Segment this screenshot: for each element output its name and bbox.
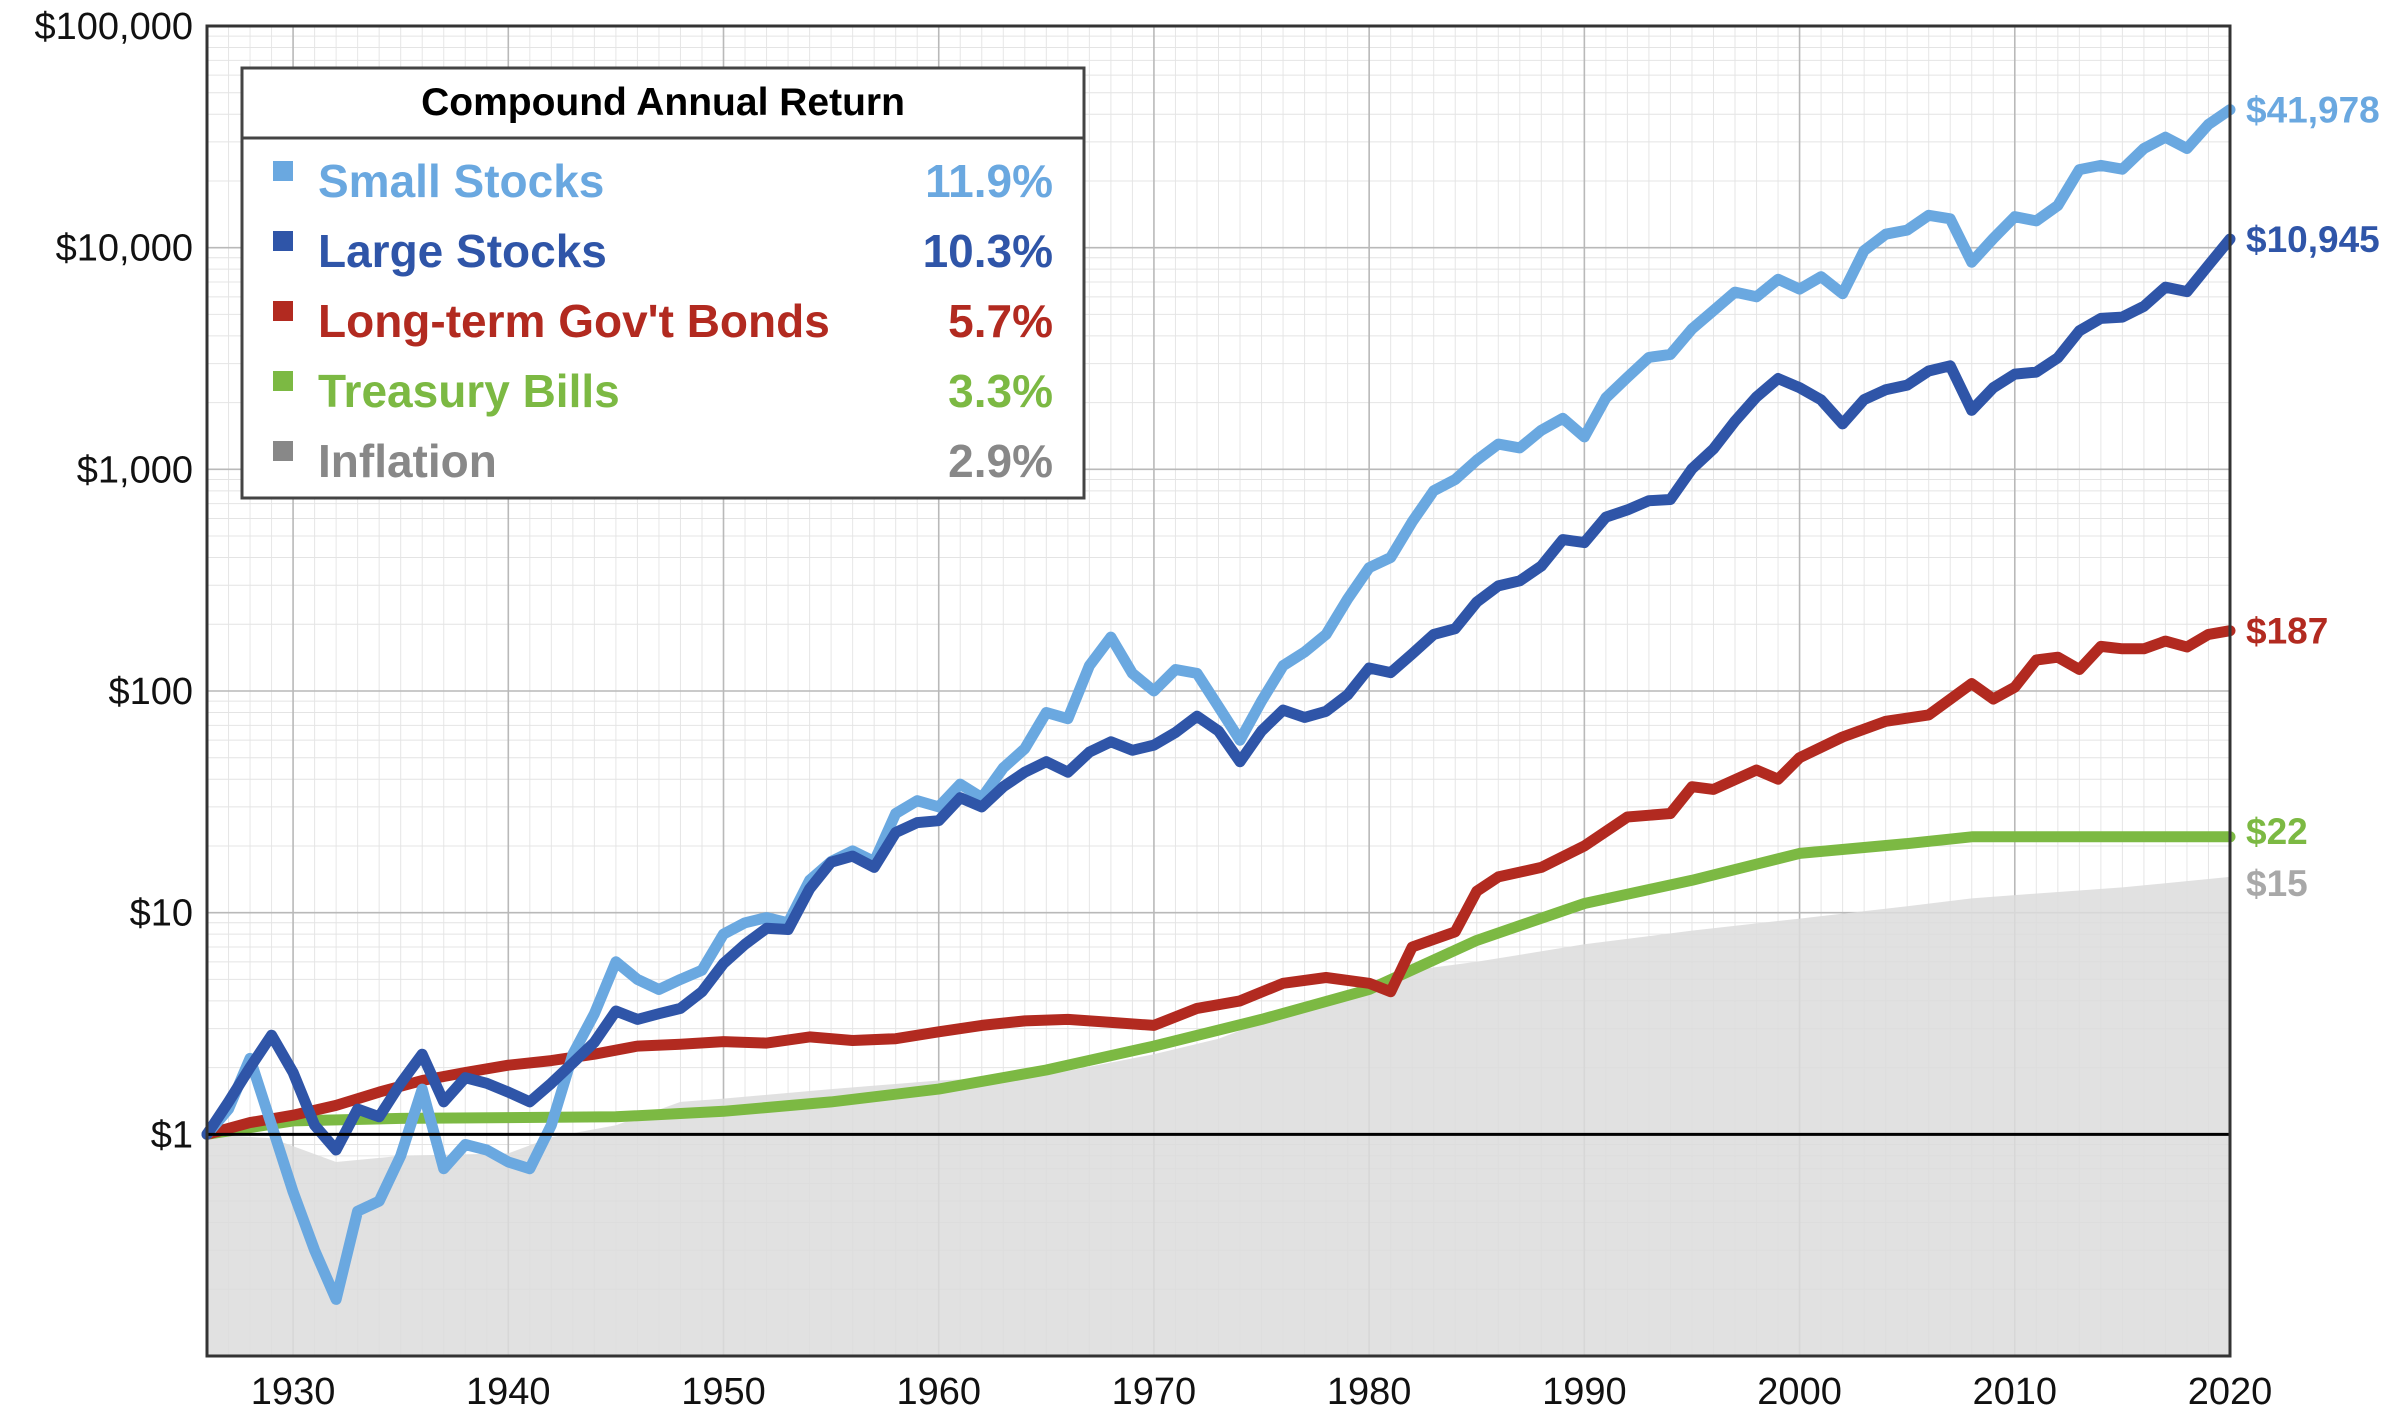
legend-series-name: Large Stocks bbox=[318, 225, 607, 277]
y-tick-label: $100 bbox=[108, 671, 193, 713]
series-line-large-stocks bbox=[201, 233, 2236, 1156]
legend-rows: Small Stocks 11.9% Large Stocks 10.3% Long-t… bbox=[273, 155, 1053, 487]
legend-series-name: Long-term Gov't Bonds bbox=[318, 295, 830, 347]
legend: Compound Annual Return Small Stocks 11.9%… bbox=[240, 66, 1086, 500]
end-value-label: $187 bbox=[2246, 611, 2328, 652]
legend-series-rate: 10.3% bbox=[923, 225, 1053, 277]
legend-title: Compound Annual Return bbox=[421, 81, 905, 124]
legend-swatch bbox=[273, 441, 293, 461]
legend-series-rate: 3.3% bbox=[948, 365, 1053, 417]
legend-swatch bbox=[273, 161, 293, 181]
x-tick-label: 1960 bbox=[896, 1371, 981, 1413]
y-tick-label: $1 bbox=[151, 1114, 193, 1156]
series-line-small-stocks bbox=[201, 104, 2236, 1305]
series-layer bbox=[201, 104, 2236, 1356]
x-tick-label: 1950 bbox=[681, 1371, 766, 1413]
y-axis-ticks: $1 $10 $100 $1,000 $10,000 $100,000 bbox=[35, 6, 194, 1156]
x-tick-label: 1940 bbox=[466, 1371, 551, 1413]
end-value-labels: $41,978 $10,945 $187 $22 $15 bbox=[2246, 90, 2380, 904]
legend-series-name: Small Stocks bbox=[318, 155, 604, 207]
y-tick-label: $10,000 bbox=[56, 228, 193, 270]
legend-box bbox=[240, 66, 1086, 500]
x-tick-label: 1970 bbox=[1112, 1371, 1197, 1413]
series-line-long-term-gov-t-bonds bbox=[201, 625, 2236, 1140]
legend-series-rate: 11.9% bbox=[925, 155, 1053, 207]
x-tick-label: 2020 bbox=[2188, 1371, 2273, 1413]
end-value-label: $10,945 bbox=[2246, 219, 2380, 260]
y-tick-label: $100,000 bbox=[35, 6, 194, 48]
end-value-label: $41,978 bbox=[2246, 90, 2380, 131]
x-tick-label: 1980 bbox=[1327, 1371, 1412, 1413]
plot-border bbox=[205, 24, 2232, 1358]
legend-series-rate: 2.9% bbox=[948, 435, 1053, 487]
end-value-label: $15 bbox=[2246, 863, 2308, 904]
end-value-label: $22 bbox=[2246, 811, 2308, 852]
legend-swatch bbox=[273, 301, 293, 321]
legend-series-name: Inflation bbox=[318, 435, 497, 487]
x-tick-label: 1990 bbox=[1542, 1371, 1627, 1413]
legend-series-rate: 5.7% bbox=[948, 295, 1053, 347]
legend-series-name: Treasury Bills bbox=[318, 365, 620, 417]
legend-swatch bbox=[273, 371, 293, 391]
series-line-treasury-bills bbox=[201, 831, 2236, 1140]
x-axis-ticks: 1930 1940 1950 1960 1970 1980 1990 2000 2010 2020 bbox=[251, 1371, 2272, 1413]
x-tick-label: 2010 bbox=[1973, 1371, 2058, 1413]
inflation-area bbox=[207, 876, 2230, 1356]
y-tick-label: $10 bbox=[130, 893, 193, 935]
x-tick-label: 2000 bbox=[1757, 1371, 1842, 1413]
x-tick-label: 1930 bbox=[251, 1371, 336, 1413]
y-tick-label: $1,000 bbox=[77, 449, 193, 491]
legend-swatch bbox=[273, 231, 293, 251]
